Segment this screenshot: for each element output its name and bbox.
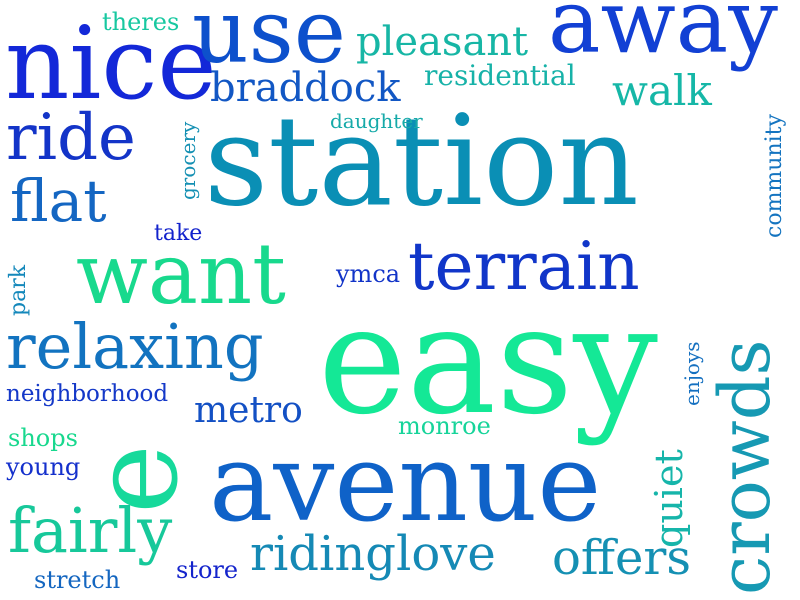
word-ymca: ymca [336, 260, 401, 288]
word-ride: ride [6, 101, 136, 175]
word-avenue: avenue [209, 421, 602, 546]
word-grocery: grocery [176, 121, 200, 200]
word-use: use [192, 0, 346, 83]
word-relaxing: relaxing [6, 310, 264, 383]
word-station: station [204, 89, 639, 234]
word-take: take [154, 221, 203, 246]
word-park: park [6, 264, 31, 316]
word-quiet: quiet [647, 449, 691, 548]
word-residential: residential [424, 59, 576, 92]
word-young: young [6, 453, 81, 481]
word-shops: shops [8, 424, 78, 452]
word-store: store [176, 556, 239, 584]
word-theres: theres [102, 8, 180, 36]
word-enjoys: enjoys [680, 341, 704, 406]
word-flat: flat [10, 167, 107, 235]
word-want: want [76, 225, 286, 323]
word-pleasant: pleasant [356, 19, 529, 65]
word-metro: metro [194, 390, 303, 431]
word-stretch: stretch [34, 566, 121, 594]
word-monroe: monroe [398, 412, 491, 440]
word-braddock: braddock [210, 65, 401, 111]
word-community: community [762, 114, 787, 238]
word-away: away [548, 0, 778, 73]
word-terrain: terrain [408, 228, 640, 305]
word-offers: offers [552, 530, 691, 586]
word-ridinglove: ridinglove [250, 526, 496, 582]
word-crowds: crowds [704, 339, 786, 595]
word-walk: walk [612, 66, 712, 115]
word-fairly: fairly [8, 494, 173, 567]
word-daughter: daughter [330, 109, 423, 133]
word-neighborhood: neighborhood [6, 381, 169, 407]
word-nice: nice [5, 5, 217, 122]
word-easy: easy [318, 274, 658, 448]
